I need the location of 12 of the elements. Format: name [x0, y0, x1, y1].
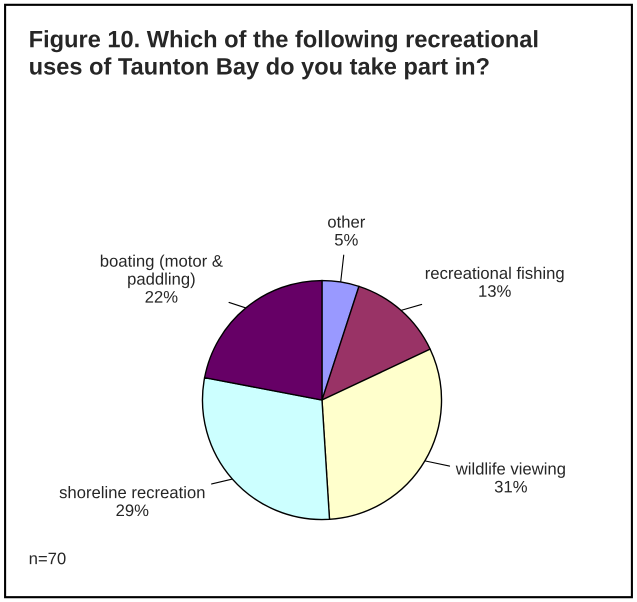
slice-label: recreational fishing: [426, 266, 564, 282]
text: n=70: [30, 552, 66, 564]
data-label: 31%: [494, 480, 527, 493]
slice-label: shoreline recreation: [60, 486, 204, 498]
slice-label: wildlife viewing: [456, 462, 565, 478]
data-label: 13%: [479, 285, 511, 297]
data-label: 5%: [334, 234, 358, 246]
data-label: 29%: [116, 504, 148, 516]
slice-label: other: [328, 215, 366, 228]
data-label: 22%: [146, 290, 178, 303]
slice-label: boating (motor & paddling): [100, 254, 223, 288]
chart-title: Figure 10. Which of the following recreational uses of Taunton Bay do you take part in?: [30, 30, 538, 80]
